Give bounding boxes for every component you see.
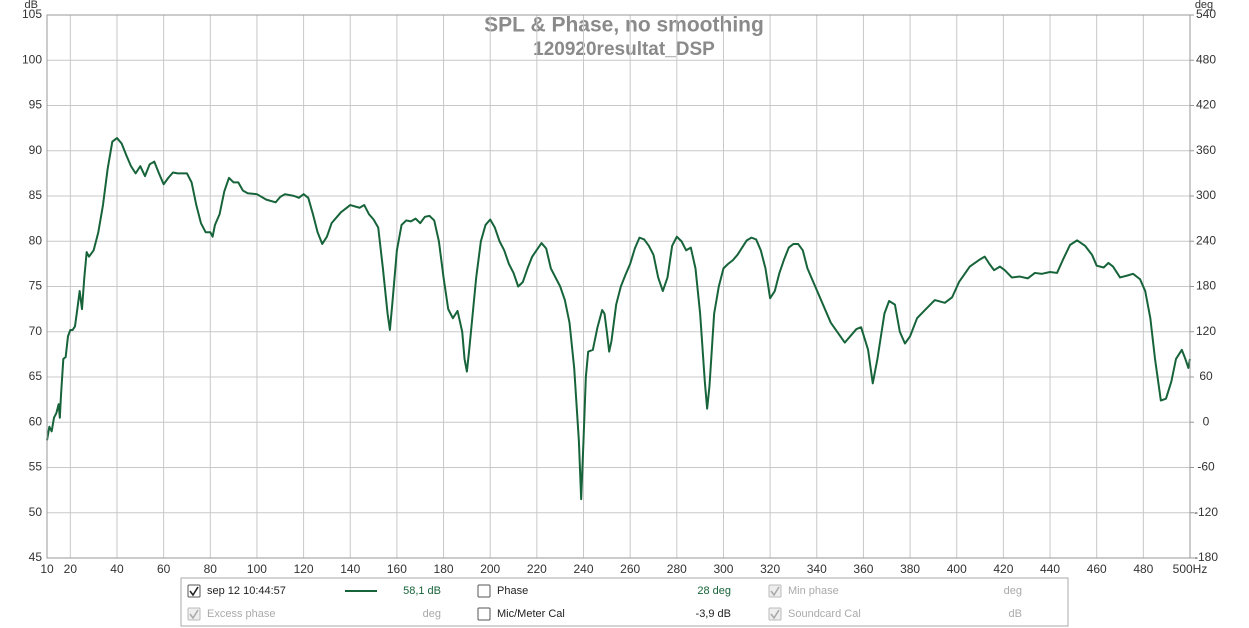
x-tick-label: 400 xyxy=(947,562,967,576)
x-tick-label: 40 xyxy=(110,562,124,576)
y2-tick-label: -180 xyxy=(1194,550,1218,564)
checkbox xyxy=(768,584,782,598)
plot-area xyxy=(46,14,1191,559)
y-tick-label: 50 xyxy=(29,505,43,519)
checkmark xyxy=(189,609,199,620)
legend-value: -3,9 dB xyxy=(696,608,731,620)
x-tick-label: 120 xyxy=(294,562,314,576)
x-tick-label: 380 xyxy=(900,562,920,576)
legend-label[interactable]: Phase xyxy=(497,585,528,597)
legend-value: dB xyxy=(1009,608,1022,620)
y2-tick-label: 480 xyxy=(1196,52,1216,66)
y2-tick-label: 300 xyxy=(1196,188,1216,202)
x-tick-label: 140 xyxy=(340,562,360,576)
checkmark xyxy=(189,586,199,597)
legend-label[interactable]: Mic/Meter Cal xyxy=(497,608,565,620)
y-tick-label: 105 xyxy=(22,7,42,21)
legend-label: Min phase xyxy=(788,585,839,597)
checkbox[interactable] xyxy=(187,584,201,598)
legend-box xyxy=(180,577,1069,627)
y2-tick-label: 0 xyxy=(1203,414,1210,428)
x-tick-label: 100 xyxy=(247,562,267,576)
legend-label: Soundcard Cal xyxy=(788,608,861,620)
y-unit: dB xyxy=(25,0,38,11)
y-tick-label: 65 xyxy=(29,369,43,383)
x-tick-label: 500Hz xyxy=(1173,562,1208,576)
y-tick-label: 55 xyxy=(29,460,43,474)
y2-tick-label: 420 xyxy=(1196,98,1216,112)
x-tick-label: 480 xyxy=(1133,562,1153,576)
x-tick-label: 360 xyxy=(853,562,873,576)
x-tick-label: 180 xyxy=(434,562,454,576)
checkmark xyxy=(770,609,780,620)
x-tick-label: 300 xyxy=(713,562,733,576)
x-tick-label: 240 xyxy=(573,562,593,576)
x-tick-label: 440 xyxy=(1040,562,1060,576)
x-tick-label: 160 xyxy=(387,562,407,576)
x-tick-label: 20 xyxy=(64,562,78,576)
checkmark xyxy=(770,586,780,597)
x-tick-label: 320 xyxy=(760,562,780,576)
y-tick-label: 45 xyxy=(29,550,43,564)
y-tick-label: 70 xyxy=(29,324,43,338)
spl-line xyxy=(46,137,1191,501)
y2-tick-label: -60 xyxy=(1197,460,1215,474)
x-tick-label: 80 xyxy=(204,562,218,576)
y2-tick-label: -120 xyxy=(1194,505,1218,519)
y2-tick-label: 60 xyxy=(1199,369,1213,383)
chart-title: SPL & Phase, no smoothing xyxy=(484,14,764,37)
x-tick-label: 420 xyxy=(993,562,1013,576)
x-tick-label: 220 xyxy=(527,562,547,576)
legend-label: Excess phase xyxy=(207,608,275,620)
y-tick-label: 85 xyxy=(29,188,43,202)
legend-value: deg xyxy=(423,608,441,620)
y2-tick-label: 240 xyxy=(1196,233,1216,247)
x-tick-label: 280 xyxy=(667,562,687,576)
legend-value: deg xyxy=(1004,585,1022,597)
y-tick-label: 75 xyxy=(29,279,43,293)
checkbox xyxy=(768,607,782,621)
y-tick-label: 95 xyxy=(29,98,43,112)
checkbox[interactable] xyxy=(477,584,491,598)
y-tick-label: 60 xyxy=(29,414,43,428)
y-tick-label: 100 xyxy=(22,52,42,66)
y2-tick-label: 120 xyxy=(1196,324,1216,338)
x-tick-label: 460 xyxy=(1087,562,1107,576)
y-tick-label: 90 xyxy=(29,143,43,157)
y2-tick-label: 540 xyxy=(1196,7,1216,21)
legend-value: 58,1 dB xyxy=(403,585,441,597)
y2-tick-label: 360 xyxy=(1196,143,1216,157)
x-tick-label: 260 xyxy=(620,562,640,576)
chart-subtitle: 120920resultat_DSP xyxy=(533,39,715,60)
y2-tick-label: 180 xyxy=(1196,279,1216,293)
x-tick-label: 60 xyxy=(157,562,171,576)
y-tick-label: 80 xyxy=(29,233,43,247)
legend-value: 28 deg xyxy=(697,585,731,597)
checkbox xyxy=(187,607,201,621)
legend-label[interactable]: sep 12 10:44:57 xyxy=(207,585,286,597)
x-tick-label: 10 xyxy=(40,562,54,576)
checkbox[interactable] xyxy=(477,607,491,621)
x-tick-label: 340 xyxy=(807,562,827,576)
x-tick-label: 200 xyxy=(480,562,500,576)
y2-unit: deg xyxy=(1195,0,1213,11)
